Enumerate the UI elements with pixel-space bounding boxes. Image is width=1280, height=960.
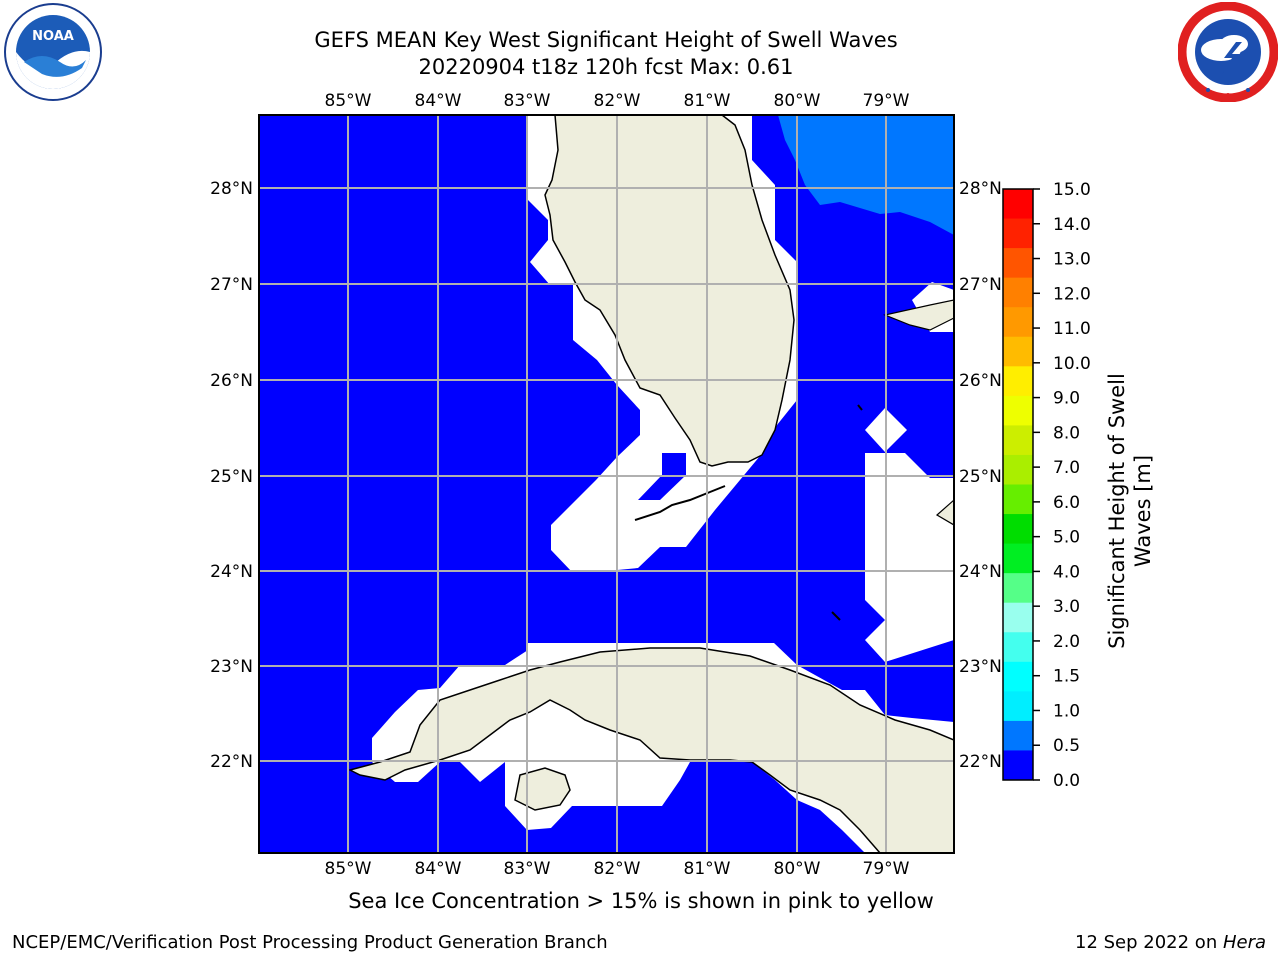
lon-label: 82°W xyxy=(594,859,641,879)
lat-label: 26°N xyxy=(210,371,253,391)
lat-label: 27°N xyxy=(210,275,253,295)
colorbar-segment xyxy=(1003,602,1033,633)
chart-title: GEFS MEAN Key West Significant Height of… xyxy=(314,28,898,52)
lon-label: 81°W xyxy=(684,91,731,111)
lat-label: 23°N xyxy=(959,657,1002,677)
lat-label: 25°N xyxy=(210,467,253,487)
lon-label: 79°W xyxy=(863,91,910,111)
colorbar-tick-label: 14.0 xyxy=(1053,215,1091,235)
chart-subtitle: 20220904 t18z 120h fcst Max: 0.61 xyxy=(418,55,794,79)
lat-labels-right: 28°N 27°N 26°N 25°N 24°N 23°N 22°N xyxy=(959,179,1002,772)
lat-label: 28°N xyxy=(959,179,1002,199)
colorbar-tick-label: 6.0 xyxy=(1053,493,1080,513)
colorbar-tick-label: 4.0 xyxy=(1053,562,1080,582)
colorbar-segment xyxy=(1003,336,1033,367)
florida-land xyxy=(544,115,795,467)
colorbar-tick-label: 7.0 xyxy=(1053,458,1080,478)
lat-label: 26°N xyxy=(959,371,1002,391)
colorbar-segment xyxy=(1003,425,1033,456)
noaa-logo: NOAA xyxy=(4,3,102,101)
footer-credit: NCEP/EMC/Verification Post Processing Pr… xyxy=(12,932,608,953)
ocean-mid-swell xyxy=(778,115,954,235)
map-gridlines xyxy=(259,115,954,853)
lon-label: 85°W xyxy=(325,859,372,879)
lon-label: 82°W xyxy=(594,91,641,111)
lat-label: 22°N xyxy=(959,752,1002,772)
lat-label: 24°N xyxy=(210,562,253,582)
lat-label: 28°N xyxy=(210,179,253,199)
lon-label: 81°W xyxy=(684,859,731,879)
colorbar-segment xyxy=(1003,573,1033,604)
colorbar-frame xyxy=(1002,188,1034,781)
lat-label: 24°N xyxy=(959,562,1002,582)
lon-label: 83°W xyxy=(504,859,551,879)
lon-label: 84°W xyxy=(415,91,462,111)
colorbar-tick-label: 2.0 xyxy=(1053,632,1080,652)
lon-label: 79°W xyxy=(863,859,910,879)
colorbar-tick-label: 13.0 xyxy=(1053,250,1091,270)
map-plot-area xyxy=(259,115,954,853)
noaa-logo-text: NOAA xyxy=(32,29,74,44)
colorbar-tick-label: 11.0 xyxy=(1053,319,1091,339)
lon-labels-top: 85°W 84°W 83°W 82°W 81°W 80°W 79°W xyxy=(325,91,910,111)
colorbar-segment xyxy=(1003,366,1033,397)
colorbar-tick-label: 0.0 xyxy=(1053,771,1080,791)
colorbar-tick-label: 3.0 xyxy=(1053,597,1080,617)
colorbar-segment xyxy=(1003,248,1033,279)
sea-ice-note: Sea Ice Concentration > 15% is shown in … xyxy=(348,889,934,913)
footer-date-text: 12 Sep 2022 on xyxy=(1075,932,1223,953)
nws-logo xyxy=(1178,2,1278,102)
colorbar-tick-label: 1.0 xyxy=(1053,701,1080,721)
colorbar-segment xyxy=(1003,484,1033,515)
lon-label: 83°W xyxy=(504,91,551,111)
colorbar-segment xyxy=(1003,454,1033,485)
colorbar-segment xyxy=(1003,218,1033,249)
colorbar-tick-label: 0.5 xyxy=(1053,736,1080,756)
colorbar-segment xyxy=(1003,750,1033,781)
colorbar-segment xyxy=(1003,720,1033,751)
colorbar-tick-label: 5.0 xyxy=(1053,528,1080,548)
footer-date: 12 Sep 2022 on Hera xyxy=(1075,932,1266,953)
colorbar-segment xyxy=(1003,189,1033,220)
colorbar-tick-label: 8.0 xyxy=(1053,423,1080,443)
colorbar-segment xyxy=(1003,661,1033,692)
lat-label: 23°N xyxy=(210,657,253,677)
lon-label: 80°W xyxy=(774,91,821,111)
map-frame xyxy=(258,114,955,854)
colorbar-tick-label: 12.0 xyxy=(1053,284,1091,304)
cuba-land xyxy=(347,647,954,853)
footer-host: Hera xyxy=(1222,932,1266,953)
lat-label: 22°N xyxy=(210,752,253,772)
colorbar-ticks: 15.0 14.0 13.0 12.0 11.0 10.0 9.0 8.0 7.0 6.0 5.0 4… xyxy=(1033,180,1091,791)
lat-labels-left: 28°N 27°N 26°N 25°N 24°N 23°N 22°N xyxy=(210,179,253,772)
colorbar-segment xyxy=(1003,307,1033,338)
colorbar-tick-label: 10.0 xyxy=(1053,354,1091,374)
lat-label: 25°N xyxy=(959,467,1002,487)
colorbar-segment xyxy=(1003,543,1033,574)
lon-label: 84°W xyxy=(415,859,462,879)
colorbar-segment xyxy=(1003,632,1033,663)
colorbar-tick-label: 15.0 xyxy=(1053,180,1091,200)
lon-label: 85°W xyxy=(325,91,372,111)
colorbar-segment xyxy=(1003,277,1033,308)
colorbar-segment xyxy=(1003,514,1033,545)
colorbar-segment xyxy=(1003,395,1033,426)
colorbar-segment xyxy=(1003,691,1033,722)
colorbar-tick-label: 1.5 xyxy=(1053,667,1080,687)
colorbar-label: Significant Height of Swell Waves [m] xyxy=(1105,373,1155,649)
colorbar xyxy=(1003,189,1033,781)
lon-labels-bottom: 85°W 84°W 83°W 82°W 81°W 80°W 79°W xyxy=(325,859,910,879)
lon-label: 80°W xyxy=(774,859,821,879)
lat-label: 27°N xyxy=(959,275,1002,295)
colorbar-tick-label: 9.0 xyxy=(1053,389,1080,409)
